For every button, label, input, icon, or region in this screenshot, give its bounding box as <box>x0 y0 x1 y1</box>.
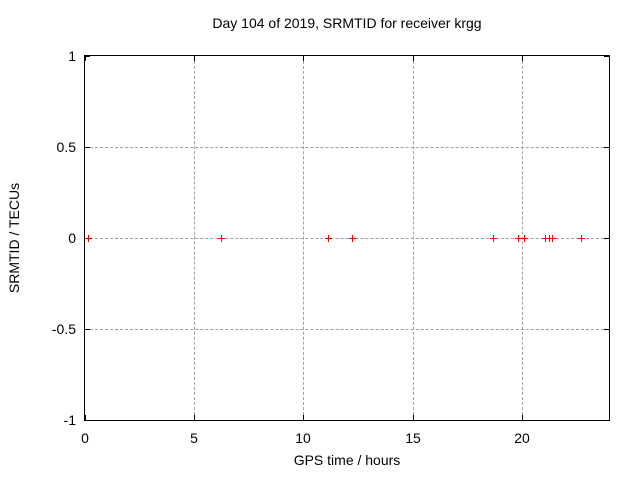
tick-mark-x-bottom <box>522 415 523 420</box>
data-point-marker <box>85 235 92 242</box>
x-tick-label: 15 <box>405 430 421 446</box>
y-tick-label: 0 <box>68 230 76 246</box>
chart-title: Day 104 of 2019, SRMTID for receiver krg… <box>212 15 482 31</box>
data-point-marker <box>349 235 356 242</box>
tick-mark-y-right <box>604 56 609 57</box>
tick-mark-y-right <box>604 420 609 421</box>
x-axis-label: GPS time / hours <box>293 452 401 468</box>
tick-mark-x-top <box>194 56 195 61</box>
data-point-marker <box>521 235 528 242</box>
tick-mark-x-bottom <box>194 415 195 420</box>
data-point-marker <box>490 235 497 242</box>
tick-mark-x-top <box>303 56 304 61</box>
tick-mark-x-top <box>413 56 414 61</box>
y-axis-label: SRMTID / TECUs <box>6 182 22 294</box>
y-tick-label: 1 <box>68 48 76 64</box>
grid-line-y <box>85 238 609 239</box>
y-tick-label: -1 <box>63 412 76 428</box>
data-point-marker <box>218 235 225 242</box>
data-point-marker <box>542 235 549 242</box>
x-tick-label: 5 <box>190 430 198 446</box>
grid-line-y <box>85 329 609 330</box>
tick-mark-y-right <box>604 238 609 239</box>
tick-mark-x-bottom <box>413 415 414 420</box>
tick-mark-x-bottom <box>85 415 86 420</box>
y-tick-label: 0.5 <box>56 139 76 155</box>
tick-mark-y-right <box>604 147 609 148</box>
data-point-marker <box>515 235 522 242</box>
data-point-marker <box>325 235 332 242</box>
x-tick-label: 10 <box>295 430 311 446</box>
tick-mark-y-right <box>604 329 609 330</box>
plot-area <box>84 55 610 421</box>
tick-mark-y-left <box>85 329 90 330</box>
tick-mark-x-top <box>522 56 523 61</box>
tick-mark-y-left <box>85 147 90 148</box>
x-tick-label: 20 <box>514 430 530 446</box>
tick-mark-x-top <box>85 56 86 61</box>
y-tick-label: -0.5 <box>51 321 76 337</box>
data-point-marker <box>549 235 556 242</box>
tick-mark-y-left <box>85 420 90 421</box>
tick-mark-y-left <box>85 56 90 57</box>
data-point-marker <box>578 235 585 242</box>
grid-line-y <box>85 147 609 148</box>
tick-mark-x-bottom <box>303 415 304 420</box>
x-tick-label: 0 <box>81 430 89 446</box>
